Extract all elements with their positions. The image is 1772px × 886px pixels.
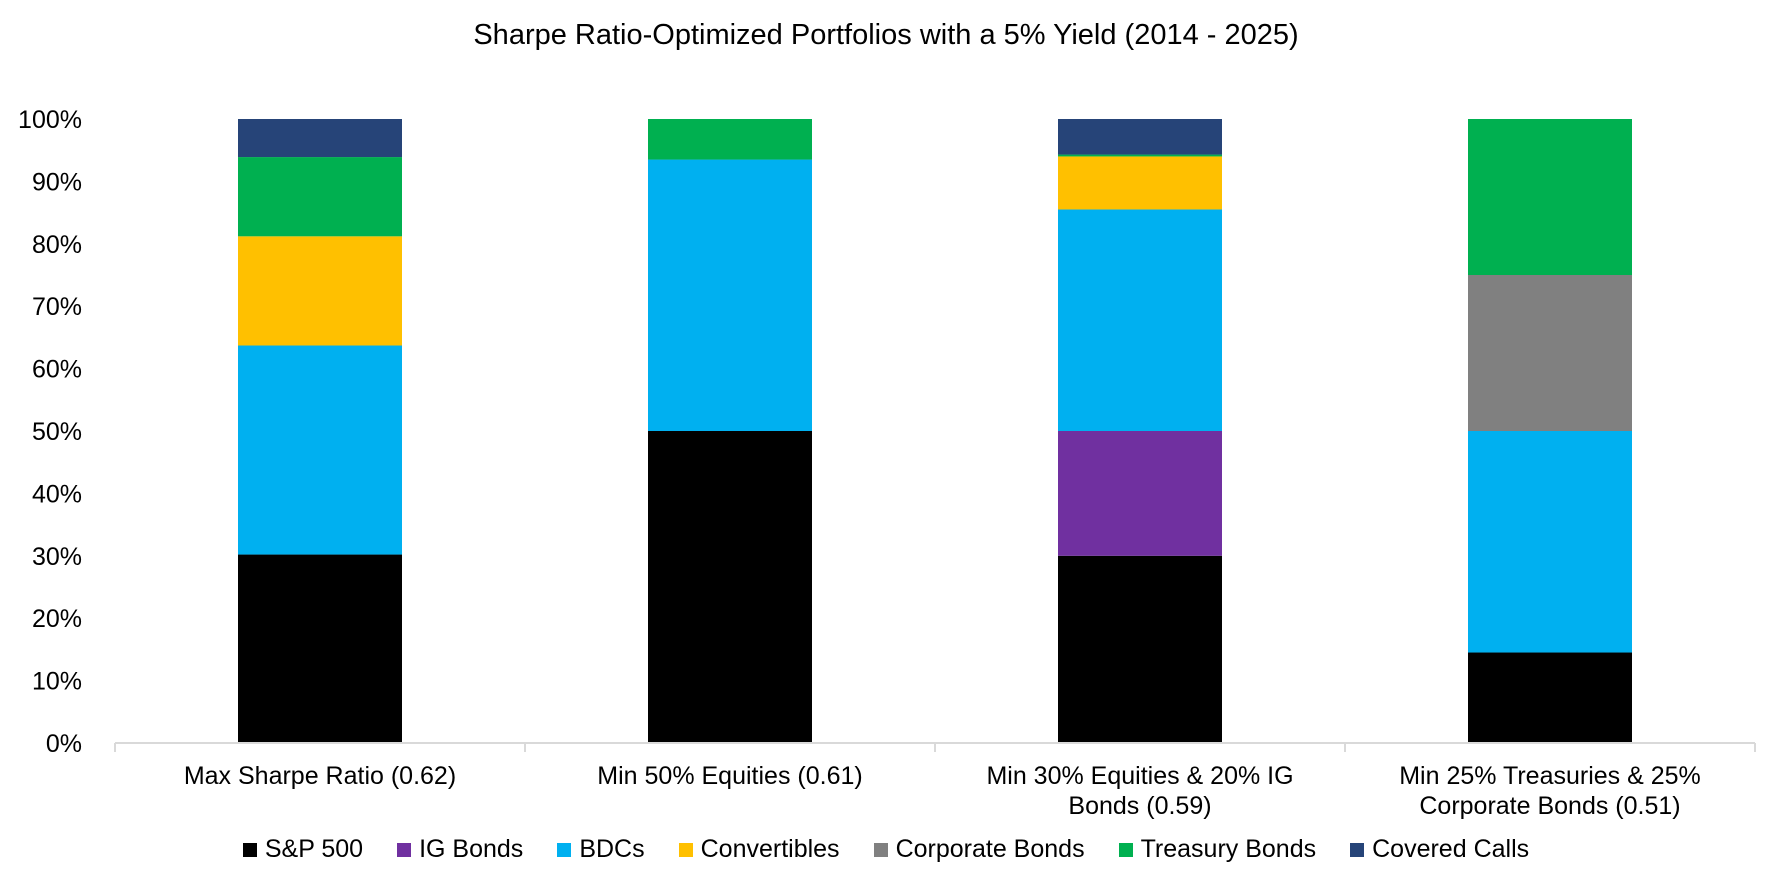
y-tick-label: 80% — [32, 231, 82, 259]
x-tick-label: Min 30% Equities & 20% IG Bonds (0.59) — [986, 762, 1293, 820]
legend-swatch — [557, 842, 572, 857]
bar-stack — [1468, 119, 1632, 743]
legend-swatch — [397, 842, 412, 857]
bar-segment — [1468, 431, 1632, 653]
bar-segment — [1468, 119, 1632, 275]
x-tick-label: Min 50% Equities (0.61) — [597, 762, 862, 790]
legend-item: Covered Calls — [1350, 835, 1529, 864]
x-axis: Max Sharpe Ratio (0.62) Min 50% Equities … — [114, 742, 1756, 820]
legend-label: IG Bonds — [419, 835, 524, 863]
stacked-bar-chart: Sharpe Ratio-Optimized Portfolios with a… — [18, 19, 1756, 820]
legend-label: Treasury Bonds — [1140, 835, 1317, 863]
bar-segment — [238, 345, 402, 555]
bar-stack — [238, 119, 402, 743]
bar-segment — [238, 554, 402, 743]
bar-stack — [1058, 119, 1222, 743]
legend-swatch — [1350, 842, 1365, 857]
bar-segment — [238, 236, 402, 346]
bar-segment — [648, 119, 812, 160]
bar-segment — [1058, 119, 1222, 155]
legend-swatch — [678, 842, 693, 857]
bar-segment — [238, 119, 402, 158]
y-tick-label: 90% — [32, 168, 82, 196]
legend-swatch — [242, 842, 257, 857]
legend-swatch — [1118, 842, 1133, 857]
y-tick-label: 10% — [32, 668, 82, 696]
bar-segment — [1058, 431, 1222, 556]
legend-label: BDCs — [579, 835, 645, 863]
legend-label: Covered Calls — [1372, 835, 1530, 863]
y-tick-label: 20% — [32, 605, 82, 633]
bar-segment — [648, 159, 812, 431]
bar-segment — [1058, 555, 1222, 743]
bar-segment — [1058, 156, 1222, 210]
y-tick-label: 0% — [46, 730, 82, 758]
legend-label: S&P 500 — [264, 835, 364, 863]
x-tick-label: Min 25% Treasuries & 25% Corporate Bonds … — [1399, 762, 1701, 820]
bar-segment — [648, 431, 812, 743]
bar-segment — [1468, 652, 1632, 743]
legend-item: Corporate Bonds — [873, 835, 1085, 864]
y-tick-label: 50% — [32, 418, 82, 446]
legend-item: IG Bonds — [397, 835, 523, 864]
legend-item: S&P 500 — [242, 835, 364, 864]
legend-item: BDCs — [557, 835, 645, 864]
legend-item: Convertibles — [678, 835, 840, 864]
legend-item: Treasury Bonds — [1118, 835, 1317, 864]
y-axis: 0% 10% 20% 30% 40% 50% 60% 70% 80% 90% 100% — [18, 106, 82, 758]
y-tick-label: 100% — [18, 106, 82, 134]
bar-segment — [1058, 154, 1222, 157]
y-tick-label: 40% — [32, 480, 82, 508]
y-tick-label: 70% — [32, 293, 82, 321]
bar-series-group — [238, 119, 1632, 743]
y-tick-label: 60% — [32, 356, 82, 384]
legend-label: Corporate Bonds — [895, 835, 1085, 863]
legend: S&P 500 IG Bonds BDCs Convertibles Corporate… — [0, 835, 1772, 864]
bar-stack — [648, 119, 812, 743]
bar-segment — [1058, 209, 1222, 431]
bar-segment — [238, 157, 402, 237]
legend-swatch — [873, 842, 888, 857]
bar-segment — [1468, 275, 1632, 431]
y-tick-label: 30% — [32, 543, 82, 571]
x-tick-label: Max Sharpe Ratio (0.62) — [184, 762, 456, 790]
chart-title: Sharpe Ratio-Optimized Portfolios with a… — [473, 19, 1298, 51]
legend-label: Convertibles — [700, 835, 840, 863]
